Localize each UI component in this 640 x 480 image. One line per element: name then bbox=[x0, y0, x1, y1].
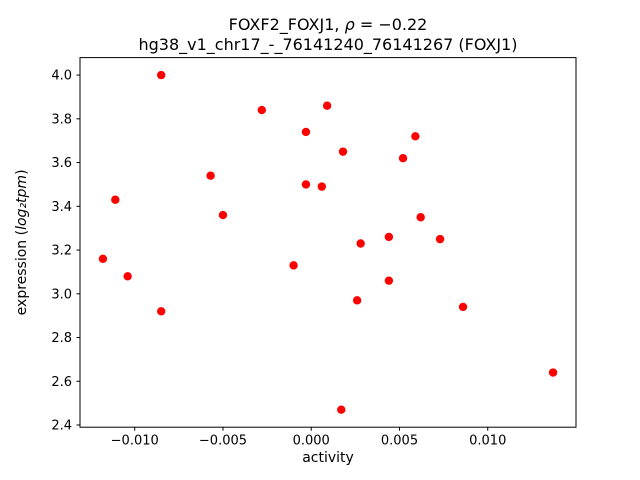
data-point bbox=[458, 302, 468, 312]
data-point bbox=[257, 105, 267, 115]
data-point bbox=[301, 127, 311, 137]
y-tick-label: 2.4 bbox=[51, 419, 72, 434]
y-tick-label: 2.8 bbox=[51, 331, 72, 346]
y-tick-label: 2.6 bbox=[51, 375, 72, 390]
x-tick-label: −0.005 bbox=[199, 434, 247, 449]
x-tick-label: 0.005 bbox=[381, 434, 418, 449]
data-point bbox=[111, 195, 120, 204]
data-point bbox=[352, 296, 362, 305]
data-point bbox=[123, 272, 132, 281]
y-axis-label: expression (log₂tpm) bbox=[14, 169, 30, 315]
data-point bbox=[98, 254, 108, 264]
y-tick-label: 3.2 bbox=[51, 244, 72, 259]
data-point bbox=[301, 180, 311, 189]
data-point bbox=[416, 213, 425, 222]
y-tick-label: 4.0 bbox=[51, 69, 72, 84]
data-point bbox=[384, 232, 394, 242]
y-tick-label: 3.0 bbox=[51, 287, 72, 302]
data-point bbox=[356, 239, 365, 248]
x-tick-label: −0.010 bbox=[111, 434, 159, 449]
data-point bbox=[548, 368, 558, 377]
data-point bbox=[411, 132, 420, 141]
x-tick-label: 0.000 bbox=[293, 434, 330, 449]
data-point bbox=[398, 154, 408, 163]
x-tick-label: 0.010 bbox=[469, 434, 506, 449]
y-tick-label: 3.4 bbox=[51, 200, 72, 215]
data-point bbox=[435, 234, 445, 244]
data-point bbox=[156, 70, 166, 80]
plot-area bbox=[79, 57, 577, 428]
data-point bbox=[156, 307, 166, 316]
data-point bbox=[338, 147, 348, 156]
data-point bbox=[322, 101, 332, 110]
data-point bbox=[206, 171, 215, 180]
y-tick-label: 3.8 bbox=[51, 112, 72, 127]
chart-title-line1: FOXF2_FOXJ1, ρ = −0.22 bbox=[229, 15, 428, 35]
chart-title-line2: hg38_v1_chr17_-_76141240_76141267 (FOXJ1… bbox=[138, 35, 517, 55]
data-point bbox=[317, 182, 327, 191]
data-point bbox=[384, 276, 394, 285]
x-axis-label: activity bbox=[302, 450, 354, 466]
data-point bbox=[218, 210, 228, 220]
data-point bbox=[337, 405, 346, 414]
data-point bbox=[289, 261, 298, 270]
y-tick-label: 3.6 bbox=[51, 156, 72, 171]
